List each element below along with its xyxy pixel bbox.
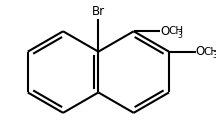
Text: 3: 3 bbox=[213, 51, 216, 60]
Text: CH: CH bbox=[203, 47, 216, 57]
Text: Br: Br bbox=[92, 5, 105, 18]
Text: O: O bbox=[195, 45, 205, 58]
Text: CH: CH bbox=[168, 26, 183, 36]
Text: O: O bbox=[160, 25, 170, 38]
Text: 3: 3 bbox=[178, 31, 182, 40]
